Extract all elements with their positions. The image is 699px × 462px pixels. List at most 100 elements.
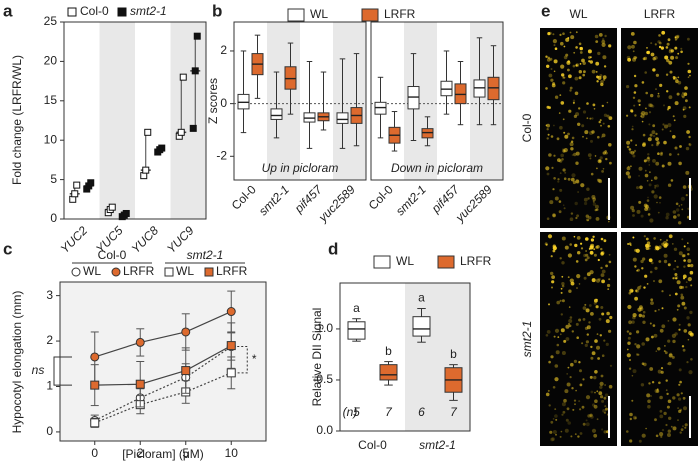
nucleus (589, 375, 593, 379)
nucleus (586, 218, 589, 222)
y-tick-label: 0.0 (316, 423, 333, 437)
nucleus (629, 359, 631, 361)
nucleus (670, 179, 674, 182)
nucleus (572, 180, 577, 185)
nucleus (603, 396, 607, 400)
nucleus (661, 307, 664, 310)
panel-letter: b (212, 1, 222, 20)
nucleus (597, 178, 601, 183)
nucleus (682, 396, 686, 400)
nucleus (586, 256, 590, 260)
nucleus (641, 120, 644, 123)
nucleus (579, 51, 583, 54)
nucleus (605, 407, 608, 411)
nucleus (608, 253, 611, 256)
nucleus (602, 75, 607, 80)
nucleus (671, 243, 674, 245)
nucleus (567, 366, 570, 369)
y-tick-label: 2 (220, 43, 227, 57)
micrograph (540, 28, 617, 228)
nucleus (582, 378, 585, 381)
nucleus (681, 238, 684, 241)
nucleus (600, 252, 604, 256)
nucleus (638, 439, 642, 443)
nucleus (627, 57, 631, 62)
nucleus (564, 389, 569, 394)
nucleus (596, 333, 599, 335)
nucleus (629, 151, 632, 154)
nucleus (597, 75, 602, 80)
nucleus (646, 199, 650, 202)
nucleus (631, 320, 635, 324)
nucleus (678, 221, 682, 225)
nucleus (551, 286, 553, 289)
nucleus (551, 83, 556, 88)
nucleus (605, 319, 610, 324)
nucleus (689, 74, 691, 77)
nucleus (675, 277, 678, 280)
nucleus (585, 422, 590, 427)
nucleus (643, 286, 646, 289)
y-tick-label: 5 (50, 172, 57, 186)
nucleus (676, 34, 680, 38)
nucleus (549, 57, 553, 61)
nucleus (661, 290, 664, 293)
nucleus (575, 260, 579, 263)
nucleus (567, 132, 570, 136)
nucleus (557, 180, 560, 183)
nucleus (642, 57, 646, 61)
nucleus (685, 194, 688, 197)
shade (333, 22, 366, 180)
nucleus (582, 306, 587, 310)
nucleus (665, 379, 668, 382)
nucleus (586, 117, 589, 120)
nucleus (563, 207, 566, 210)
nucleus (590, 415, 594, 419)
nucleus (661, 164, 665, 168)
nucleus (659, 432, 664, 437)
nucleus (552, 39, 558, 44)
nucleus (647, 153, 650, 156)
nucleus (577, 435, 580, 438)
nucleus (568, 306, 571, 308)
nucleus (584, 258, 588, 262)
nucleus (597, 135, 600, 139)
nucleus (644, 207, 648, 212)
nucleus (559, 125, 563, 130)
nucleus (575, 216, 578, 220)
nucleus (651, 179, 653, 182)
n-value: 5 (353, 405, 360, 419)
nucleus (597, 51, 601, 56)
nucleus (682, 348, 686, 352)
nucleus (588, 60, 591, 63)
nucleus (682, 106, 687, 110)
nucleus (645, 91, 648, 95)
nucleus (553, 335, 556, 338)
nucleus (687, 264, 691, 268)
nucleus (560, 287, 563, 290)
nucleus (563, 45, 566, 48)
nucleus (574, 403, 576, 406)
nucleus (562, 81, 566, 85)
nucleus (591, 69, 596, 74)
nucleus (594, 204, 599, 209)
nucleus (638, 175, 640, 177)
nucleus (576, 214, 579, 218)
y-tick-label: 0.5 (316, 372, 333, 386)
nucleus (589, 60, 593, 64)
nucleus (638, 103, 641, 106)
nucleus (582, 318, 586, 321)
nucleus (606, 311, 610, 316)
legend-swatch (437, 255, 455, 269)
nucleus (561, 261, 565, 265)
nucleus (649, 367, 654, 371)
nucleus (630, 32, 635, 36)
nucleus (564, 428, 569, 433)
nucleus (656, 201, 658, 204)
nucleus (649, 218, 654, 223)
nucleus (630, 150, 635, 155)
nucleus (632, 369, 637, 374)
nucleus (664, 55, 669, 60)
nucleus (607, 288, 610, 290)
nucleus (565, 53, 569, 57)
